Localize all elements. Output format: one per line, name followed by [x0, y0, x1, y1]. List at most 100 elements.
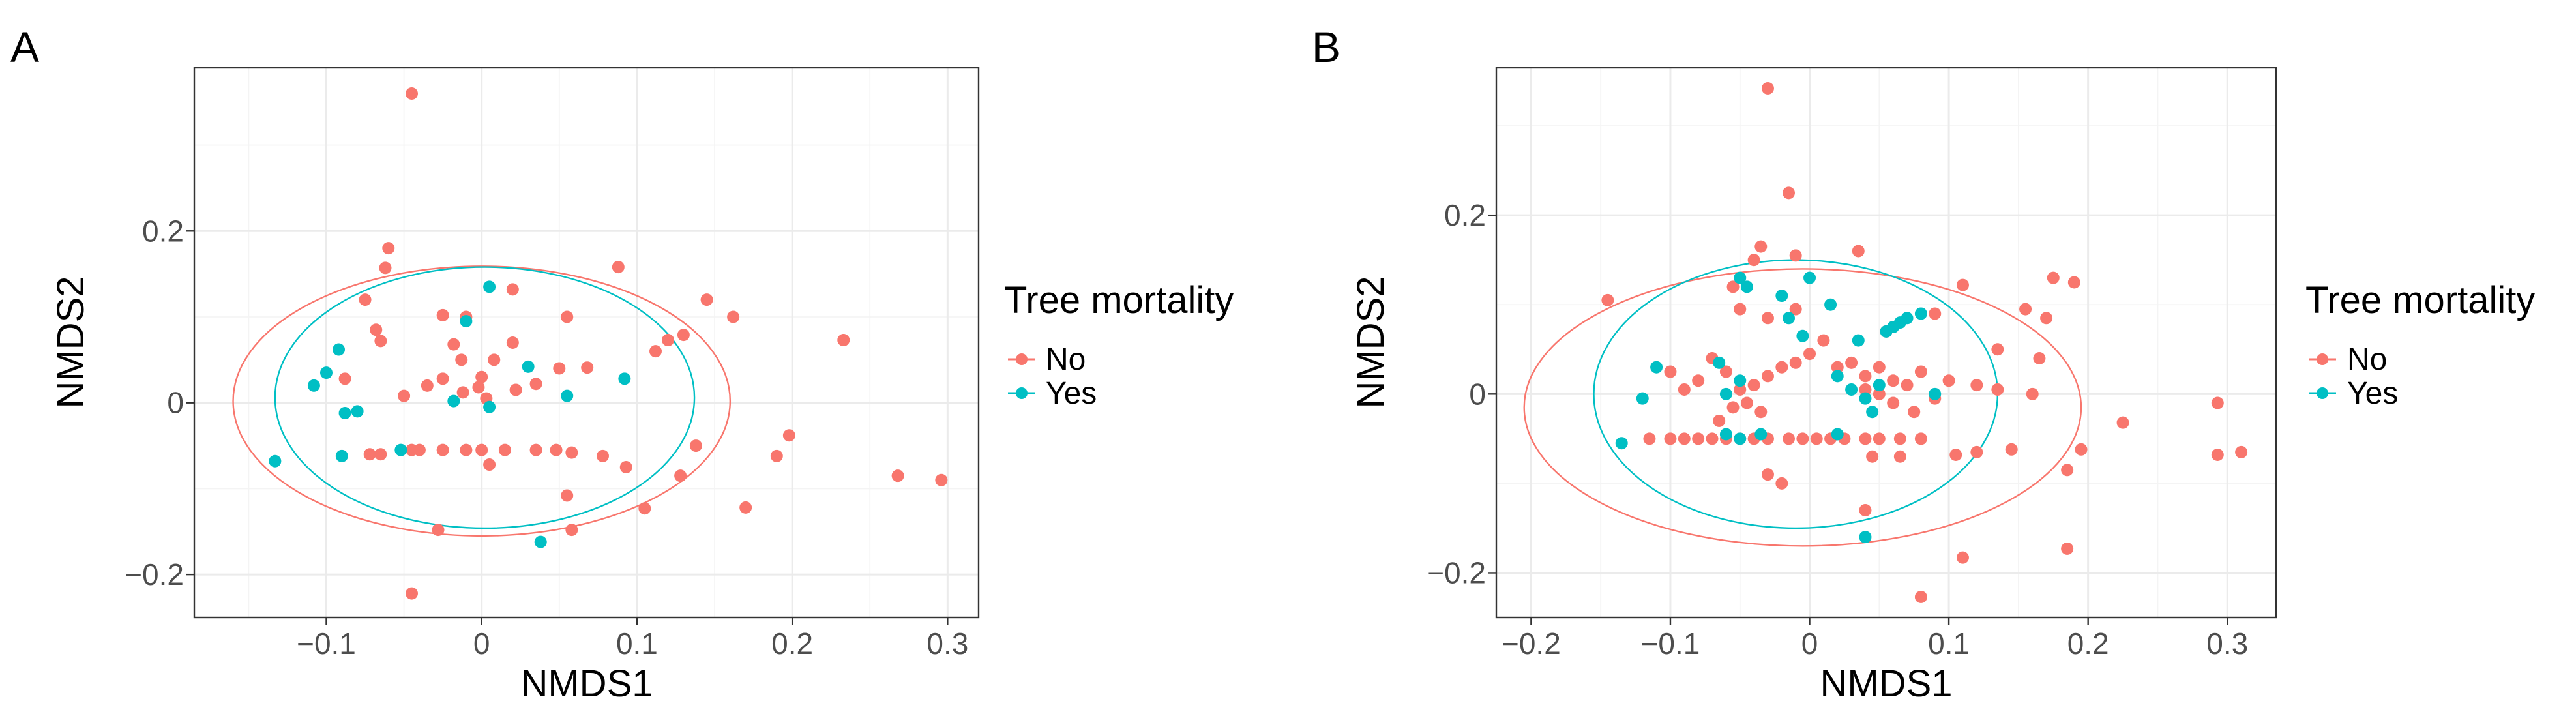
point-no: [1692, 432, 1705, 445]
point-no: [1908, 406, 1921, 419]
panel-a-plot-background: [194, 68, 979, 617]
point-no: [498, 443, 511, 456]
point-no: [1914, 365, 1927, 378]
point-no: [1775, 361, 1788, 374]
point-no: [1775, 477, 1788, 490]
panel-b-x-tick-label: 0.2: [2067, 627, 2109, 661]
point-yes: [460, 315, 473, 328]
point-no: [1789, 249, 1802, 262]
point-no: [1817, 334, 1830, 347]
point-no: [565, 524, 578, 537]
point-yes: [522, 360, 535, 373]
point-no: [1845, 356, 1858, 369]
panel-b-x-tick-label: 0.1: [1928, 627, 1970, 661]
point-no: [700, 293, 713, 306]
point-yes: [1873, 379, 1886, 392]
point-no: [472, 381, 485, 394]
point-no: [1914, 432, 1927, 445]
point-no: [1859, 370, 1872, 383]
point-no: [837, 334, 850, 347]
point-no: [1803, 348, 1816, 361]
point-no: [2019, 303, 2032, 316]
point-no: [1713, 414, 1726, 427]
point-no: [455, 353, 468, 366]
point-no: [1726, 401, 1740, 414]
point-no: [2033, 351, 2046, 364]
panel-b-y-tick-label: 0.2: [1444, 198, 1486, 232]
point-yes: [1650, 361, 1663, 374]
point-no: [1873, 361, 1886, 374]
point-no: [619, 460, 632, 473]
point-no: [421, 379, 434, 392]
point-no: [1893, 432, 1906, 445]
panel-b-x-tick-label: 0.3: [2206, 627, 2248, 661]
point-no: [689, 439, 702, 453]
point-yes: [1719, 387, 1732, 400]
point-yes: [1740, 280, 1753, 293]
point-no: [382, 242, 395, 255]
point-no: [475, 370, 488, 383]
point-yes: [1831, 428, 1844, 441]
point-no: [550, 443, 563, 456]
point-no: [456, 386, 469, 399]
panel-b-legend-key-yes: [2317, 387, 2328, 399]
point-yes: [1734, 271, 1747, 284]
point-no: [1859, 432, 1872, 445]
point-no: [1754, 406, 1768, 419]
point-no: [359, 293, 372, 306]
point-yes: [307, 379, 320, 392]
point-yes: [534, 535, 547, 548]
point-no: [363, 448, 376, 461]
point-no: [447, 338, 460, 351]
panel-a-x-axis-title: NMDS1: [520, 662, 653, 705]
point-no: [506, 283, 519, 296]
panel-b-x-tick-label: 0: [1801, 627, 1818, 661]
point-no: [649, 345, 662, 358]
panel-a-border: [193, 67, 980, 619]
point-yes: [1734, 374, 1747, 387]
point-no: [1831, 361, 1844, 374]
point-no: [1810, 432, 1823, 445]
point-no: [1970, 379, 1983, 392]
point-no: [2067, 276, 2080, 289]
panel-b-legend-label-no: No: [2347, 342, 2387, 377]
point-no: [338, 372, 351, 385]
point-yes: [1615, 437, 1628, 450]
panel-a-legend-title: Tree mortality: [1004, 279, 1234, 321]
panel-b-legend-key-no: [2317, 353, 2328, 365]
point-no: [553, 362, 566, 375]
point-yes: [338, 407, 351, 420]
point-yes: [483, 400, 496, 413]
point-no: [561, 489, 574, 502]
panel-a-ellipses: [232, 265, 732, 537]
point-no: [1601, 293, 1614, 306]
point-no: [2116, 416, 2129, 429]
panel-b-border: [1495, 67, 2277, 619]
point-no: [1796, 432, 1809, 445]
panel-b-y-axis-title: NMDS2: [1350, 276, 1392, 408]
point-no: [1887, 396, 1900, 409]
panel-a-x-tick-label: 0: [473, 627, 490, 661]
point-yes: [1754, 428, 1768, 441]
point-no: [506, 336, 519, 349]
point-no: [561, 310, 574, 323]
point-yes: [394, 443, 407, 456]
panel-a-tick-marks: [186, 230, 949, 625]
point-no: [727, 310, 740, 323]
point-no: [662, 334, 675, 347]
panel-a-legend-label-yes: Yes: [1046, 376, 1097, 411]
point-yes: [1775, 290, 1788, 303]
point-yes: [1719, 428, 1732, 441]
panel-b-x-tick-label: −0.2: [1502, 627, 1561, 661]
point-yes: [1852, 334, 1865, 347]
point-no: [1678, 383, 1691, 396]
point-no: [488, 353, 501, 366]
point-no: [612, 261, 625, 274]
panel-b-x-tick-label: −0.1: [1641, 627, 1700, 661]
point-no: [2211, 449, 2224, 462]
point-yes: [1796, 329, 1809, 342]
panel-a-x-tick-label: 0.1: [616, 627, 658, 661]
point-yes: [1713, 356, 1726, 369]
panel-b-gridlines: [1496, 68, 2276, 617]
point-no: [475, 443, 488, 456]
